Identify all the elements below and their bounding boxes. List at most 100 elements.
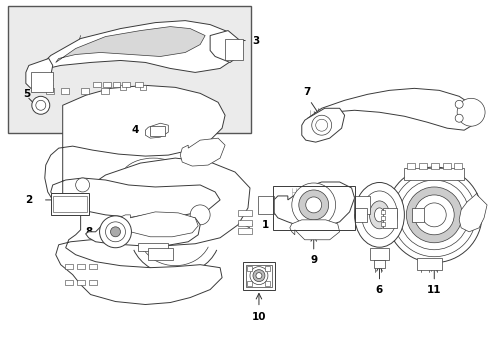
Bar	[148, 248, 173, 260]
Bar	[369, 248, 388, 260]
Bar	[272, 186, 354, 230]
Ellipse shape	[369, 201, 388, 229]
Bar	[381, 222, 385, 226]
Bar	[31, 72, 53, 92]
Text: 8: 8	[85, 227, 92, 237]
Bar	[81, 88, 88, 94]
Circle shape	[454, 114, 462, 122]
Bar	[245, 265, 271, 287]
Polygon shape	[85, 215, 200, 246]
Text: 7: 7	[303, 87, 310, 97]
Ellipse shape	[374, 208, 384, 222]
Bar	[442, 163, 450, 169]
Circle shape	[399, 180, 468, 250]
Bar	[102, 82, 110, 87]
Polygon shape	[45, 85, 224, 218]
Bar	[354, 208, 366, 222]
Polygon shape	[56, 27, 205, 62]
Circle shape	[422, 203, 446, 227]
Circle shape	[36, 100, 46, 110]
Circle shape	[406, 187, 461, 243]
Circle shape	[392, 173, 475, 257]
Bar	[61, 88, 68, 94]
Polygon shape	[301, 108, 344, 142]
Polygon shape	[289, 220, 339, 240]
Circle shape	[110, 227, 120, 237]
Bar	[135, 82, 143, 87]
Circle shape	[413, 195, 453, 235]
Bar	[88, 280, 96, 285]
Circle shape	[105, 222, 125, 242]
Bar	[88, 264, 96, 269]
Bar	[92, 82, 101, 87]
Bar	[138, 243, 168, 251]
Text: 6: 6	[375, 284, 382, 294]
Polygon shape	[307, 88, 476, 130]
Text: 5: 5	[23, 89, 30, 99]
Ellipse shape	[354, 183, 404, 247]
Circle shape	[76, 178, 89, 192]
Polygon shape	[115, 212, 198, 237]
Ellipse shape	[361, 191, 397, 239]
Bar	[46, 88, 54, 94]
Text: 3: 3	[251, 36, 259, 46]
Bar	[224, 39, 243, 60]
Circle shape	[305, 197, 321, 213]
Text: 11: 11	[426, 284, 441, 294]
Bar	[353, 196, 369, 214]
Bar	[53, 196, 86, 212]
Bar	[258, 196, 273, 214]
Bar	[246, 266, 251, 271]
Text: 9: 9	[309, 255, 317, 265]
Bar	[381, 210, 385, 214]
Circle shape	[190, 205, 210, 225]
Text: 1: 1	[262, 220, 268, 230]
Bar	[373, 260, 385, 268]
Circle shape	[32, 96, 50, 114]
Bar	[264, 280, 269, 285]
Bar	[238, 228, 251, 234]
Circle shape	[249, 267, 267, 285]
Polygon shape	[26, 58, 53, 88]
Polygon shape	[458, 193, 486, 232]
Bar	[77, 264, 84, 269]
Text: 10: 10	[251, 312, 265, 323]
Bar	[140, 85, 146, 90]
Bar	[120, 85, 126, 90]
Circle shape	[298, 190, 328, 220]
Circle shape	[252, 270, 264, 282]
Bar	[416, 258, 441, 270]
Polygon shape	[145, 123, 168, 138]
Bar	[419, 163, 427, 169]
Bar	[64, 280, 73, 285]
Bar	[246, 280, 251, 285]
Circle shape	[386, 167, 481, 263]
Bar	[404, 168, 463, 180]
Bar	[150, 126, 165, 136]
Circle shape	[456, 98, 484, 126]
Polygon shape	[56, 158, 249, 305]
Circle shape	[311, 115, 331, 135]
Circle shape	[291, 183, 335, 227]
Circle shape	[100, 216, 131, 248]
Bar	[430, 163, 438, 169]
Bar	[238, 220, 251, 226]
Circle shape	[454, 100, 462, 108]
Bar	[122, 82, 130, 87]
Bar	[243, 262, 274, 289]
Polygon shape	[210, 31, 240, 62]
Bar	[51, 193, 88, 215]
Polygon shape	[271, 182, 354, 228]
Bar	[264, 266, 269, 271]
Bar	[411, 208, 424, 222]
Circle shape	[255, 273, 262, 279]
Text: 4: 4	[131, 125, 139, 135]
Bar	[453, 163, 461, 169]
Bar	[238, 210, 251, 216]
Bar	[101, 88, 108, 94]
Bar	[407, 163, 414, 169]
Polygon shape	[29, 21, 240, 75]
Circle shape	[315, 119, 327, 131]
Bar	[112, 82, 120, 87]
Polygon shape	[180, 138, 224, 166]
